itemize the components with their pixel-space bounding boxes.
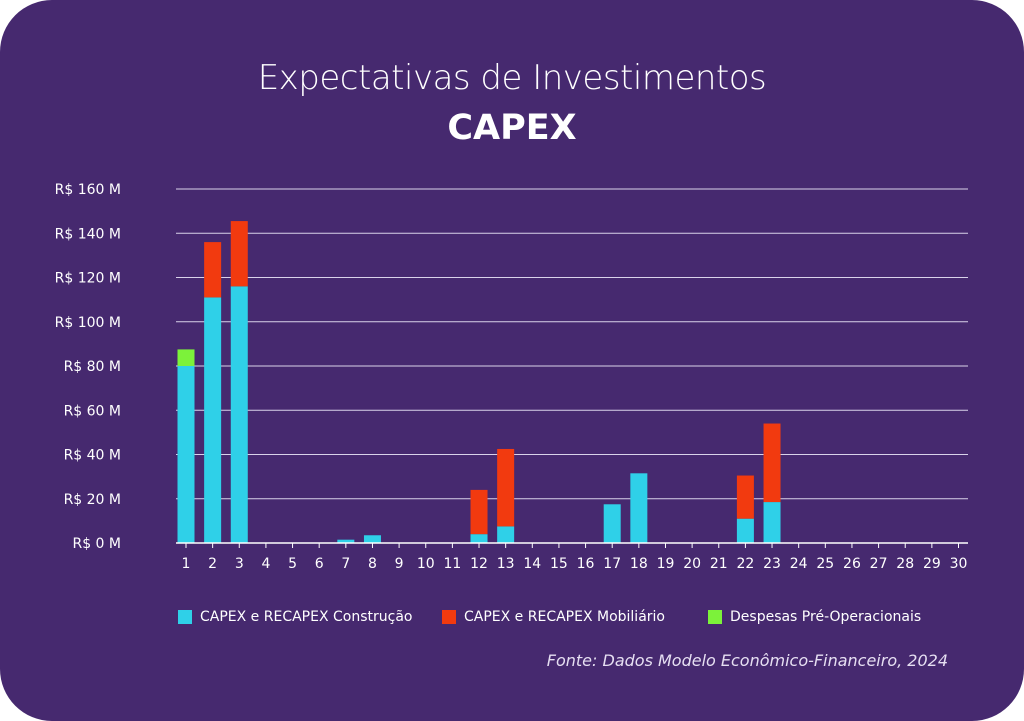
x-tick-label: 25 bbox=[816, 556, 834, 572]
x-tick-label: 21 bbox=[710, 556, 728, 572]
x-tick-label: 8 bbox=[368, 556, 377, 572]
y-tick-label: R$ 40 M bbox=[64, 448, 121, 464]
bar-segment-mobiliario bbox=[763, 423, 781, 503]
x-tick-label: 20 bbox=[683, 556, 701, 572]
y-tick-label: R$ 160 M bbox=[55, 182, 121, 198]
legend-swatch-mobiliario bbox=[442, 610, 456, 624]
bar-segment-construcao bbox=[497, 526, 515, 543]
x-tick-label: 23 bbox=[763, 556, 781, 572]
bar-segment-preoperacionais bbox=[177, 349, 195, 366]
bar-segment-construcao bbox=[603, 504, 621, 543]
x-tick-label: 10 bbox=[417, 556, 435, 572]
x-tick-label: 4 bbox=[261, 556, 270, 572]
bar-segment-mobiliario bbox=[204, 242, 222, 298]
bar-segment-mobiliario bbox=[497, 448, 515, 527]
y-tick-label: R$ 0 M bbox=[72, 536, 121, 552]
bar-segment-construcao bbox=[470, 534, 488, 543]
bar-segment-construcao bbox=[363, 535, 381, 543]
x-tick-label: 29 bbox=[923, 556, 941, 572]
legend-label-construcao: CAPEX e RECAPEX Construção bbox=[200, 609, 413, 625]
bar-segment-mobiliario bbox=[470, 489, 488, 535]
legend-label-mobiliario: CAPEX e RECAPEX Mobiliário bbox=[464, 609, 665, 625]
x-tick-label: 9 bbox=[395, 556, 404, 572]
x-tick-label: 28 bbox=[896, 556, 914, 572]
x-tick-label: 7 bbox=[341, 556, 350, 572]
x-tick-label: 24 bbox=[790, 556, 808, 572]
x-tick-label: 5 bbox=[288, 556, 297, 572]
x-tick-label: 16 bbox=[577, 556, 595, 572]
y-tick-label: R$ 60 M bbox=[64, 403, 121, 419]
source-note: Fonte: Dados Modelo Econômico-Financeiro… bbox=[546, 651, 948, 670]
x-tick-label: 22 bbox=[736, 556, 754, 572]
x-tick-label: 12 bbox=[470, 556, 488, 572]
bar-segment-construcao bbox=[230, 286, 248, 543]
legend-item-mobiliario: CAPEX e RECAPEX Mobiliário bbox=[442, 609, 665, 625]
legend-swatch-preoperacionais bbox=[708, 610, 722, 624]
x-tick-label: 14 bbox=[523, 556, 541, 572]
bar-segment-construcao bbox=[630, 473, 648, 543]
y-tick-label: R$ 100 M bbox=[55, 315, 121, 331]
bar-segment-mobiliario bbox=[736, 475, 754, 519]
x-tick-label: 15 bbox=[550, 556, 568, 572]
bar-segment-construcao bbox=[736, 518, 754, 543]
y-tick-label: R$ 80 M bbox=[64, 359, 121, 375]
x-tick-label: 6 bbox=[315, 556, 324, 572]
bar-segment-mobiliario bbox=[230, 221, 248, 287]
legend-item-preoperacionais: Despesas Pré-Operacionais bbox=[708, 609, 921, 625]
bar-segment-construcao bbox=[337, 539, 355, 543]
x-tick-label: 1 bbox=[182, 556, 191, 572]
x-tick-label: 18 bbox=[630, 556, 648, 572]
x-tick-label: 27 bbox=[870, 556, 888, 572]
x-tick-label: 26 bbox=[843, 556, 861, 572]
x-tick-label: 13 bbox=[497, 556, 515, 572]
x-tick-label: 19 bbox=[657, 556, 675, 572]
chart-subtitle: CAPEX bbox=[447, 108, 577, 148]
x-tick-label: 3 bbox=[235, 556, 244, 572]
x-tick-label: 30 bbox=[950, 556, 968, 572]
bar-segment-construcao bbox=[204, 297, 222, 543]
x-tick-label: 11 bbox=[443, 556, 461, 572]
y-tick-label: R$ 20 M bbox=[64, 492, 121, 508]
x-tick-label: 17 bbox=[603, 556, 621, 572]
y-tick-label: R$ 140 M bbox=[55, 226, 121, 242]
chart-legend: CAPEX e RECAPEX Construção CAPEX e RECAP… bbox=[0, 609, 1024, 631]
x-tick-label: 2 bbox=[208, 556, 217, 572]
legend-swatch-construcao bbox=[178, 610, 192, 624]
chart-title: Expectativas de Investimentos bbox=[257, 58, 767, 98]
y-tick-label: R$ 120 M bbox=[55, 271, 121, 287]
legend-item-construcao: CAPEX e RECAPEX Construção bbox=[178, 609, 412, 625]
legend-label-preoperacionais: Despesas Pré-Operacionais bbox=[730, 609, 922, 625]
bar-chart: R$ 0 M R$ 20 M R$ 40 M R$ 60 M R$ 80 M R$ 100… bbox=[55, 182, 968, 572]
bar-segment-construcao bbox=[763, 502, 781, 543]
bar-segment-construcao bbox=[177, 366, 195, 543]
